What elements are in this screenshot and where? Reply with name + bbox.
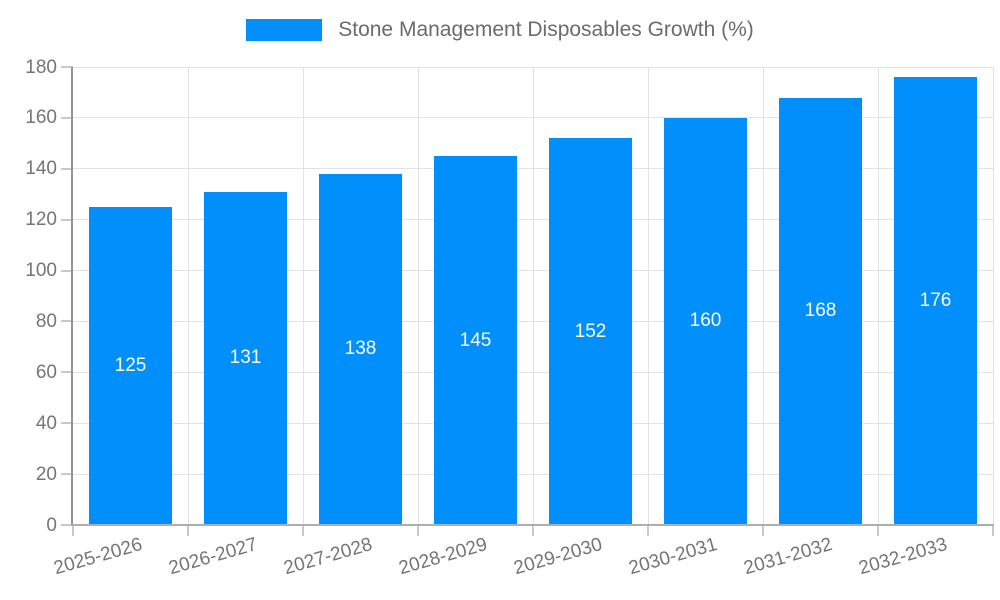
gridline-vertical <box>187 67 189 525</box>
x-axis-label: 2031-2032 <box>741 534 835 580</box>
gridline-vertical <box>302 67 304 525</box>
y-axis-label: 0 <box>46 514 57 536</box>
x-axis-line <box>71 524 994 526</box>
y-axis-tick <box>61 116 73 119</box>
gridline-vertical <box>532 67 534 525</box>
bar-value-label: 145 <box>459 329 492 351</box>
plot-area: 0 20 40 60 80 100 120 140 160 180 125 2025-2026 131 2… <box>25 58 994 579</box>
bar-2028-2029[interactable]: 145 <box>434 156 517 525</box>
bar-2032-2033[interactable]: 176 <box>894 77 977 525</box>
x-axis-tick <box>72 525 74 536</box>
bar-value-label: 168 <box>804 300 837 322</box>
gridline-vertical <box>992 67 994 525</box>
y-axis-tick <box>61 66 73 68</box>
x-axis-tick <box>762 525 764 536</box>
bar-2029-2030[interactable]: 152 <box>549 138 632 525</box>
x-axis-label: 2027-2028 <box>281 534 375 580</box>
legend-label: Stone Management Disposables Growth (%) <box>338 18 754 41</box>
y-axis-line <box>71 67 73 525</box>
y-axis-tick <box>61 167 73 170</box>
x-axis-tick <box>992 525 994 536</box>
y-axis-tick <box>61 320 73 323</box>
y-axis-tick <box>61 371 73 374</box>
y-axis-label: 180 <box>25 56 57 78</box>
y-axis-label: 140 <box>25 158 57 180</box>
gridline-vertical <box>647 67 649 525</box>
y-axis-tick <box>61 524 73 526</box>
x-axis-label: 2029-2030 <box>511 534 605 580</box>
bar-2026-2027[interactable]: 131 <box>204 191 287 525</box>
y-axis-label: 60 <box>35 361 57 383</box>
y-axis-label: 100 <box>25 260 57 282</box>
bar-value-label: 152 <box>574 320 607 342</box>
bar-value-label: 176 <box>919 290 952 312</box>
x-axis-tick <box>187 525 189 536</box>
bar-2027-2028[interactable]: 138 <box>319 173 402 525</box>
x-axis-label: 2030-2031 <box>626 534 720 580</box>
y-axis-label: 120 <box>25 209 57 231</box>
bar-2025-2026[interactable]: 125 <box>89 206 172 525</box>
bar-2031-2032[interactable]: 168 <box>779 97 862 525</box>
bar-value-label: 138 <box>344 338 377 360</box>
x-axis-label: 2032-2033 <box>856 534 950 580</box>
bar-value-label: 125 <box>114 354 147 376</box>
y-axis-tick <box>61 269 73 272</box>
y-axis-tick <box>61 422 73 425</box>
y-axis-tick <box>61 473 73 476</box>
x-axis-label: 2026-2027 <box>166 534 260 580</box>
x-axis-label: 2028-2029 <box>396 534 490 580</box>
x-axis-tick <box>417 525 419 536</box>
y-axis-tick <box>61 218 73 221</box>
gridline-vertical <box>417 67 419 525</box>
y-axis-label: 20 <box>35 463 57 485</box>
gridline-vertical <box>877 67 879 525</box>
chart-legend[interactable]: Stone Management Disposables Growth (%) <box>0 18 1000 42</box>
x-axis-label: 2025-2026 <box>51 534 145 580</box>
y-axis-label: 160 <box>25 107 57 129</box>
bar-value-label: 160 <box>689 310 722 332</box>
x-axis-tick <box>532 525 534 536</box>
bar-2030-2031[interactable]: 160 <box>664 117 747 525</box>
x-axis-tick <box>877 525 879 536</box>
x-axis-tick <box>302 525 304 536</box>
gridline-vertical <box>762 67 764 525</box>
y-axis-label: 40 <box>35 412 57 434</box>
x-axis-tick <box>647 525 649 536</box>
bar-value-label: 131 <box>229 347 262 369</box>
legend-swatch <box>246 19 323 41</box>
y-axis-label: 80 <box>35 310 57 332</box>
